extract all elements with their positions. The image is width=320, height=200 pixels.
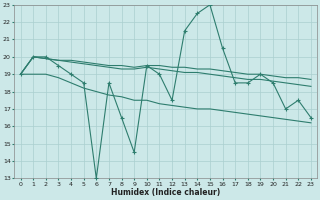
X-axis label: Humidex (Indice chaleur): Humidex (Indice chaleur)	[111, 188, 220, 197]
